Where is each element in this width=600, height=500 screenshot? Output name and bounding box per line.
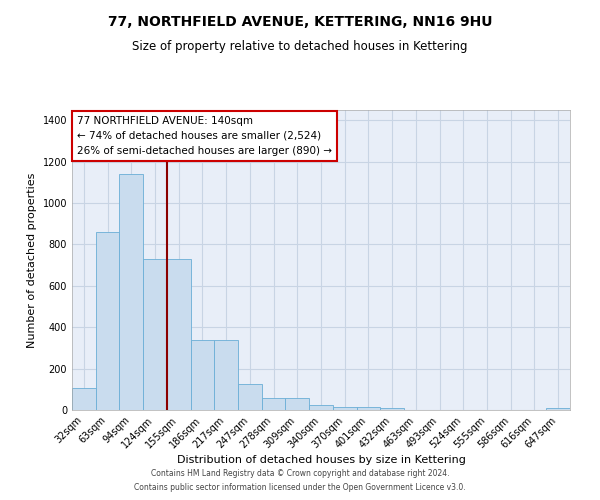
Bar — [546, 408, 570, 410]
Bar — [262, 398, 286, 410]
Bar — [214, 340, 238, 410]
Bar — [191, 340, 214, 410]
Bar — [356, 407, 380, 410]
Bar — [380, 408, 404, 410]
Text: Contains HM Land Registry data © Crown copyright and database right 2024.: Contains HM Land Registry data © Crown c… — [151, 468, 449, 477]
Bar — [143, 259, 167, 410]
Bar — [333, 407, 356, 410]
Text: Contains public sector information licensed under the Open Government Licence v3: Contains public sector information licen… — [134, 484, 466, 492]
Bar — [119, 174, 143, 410]
X-axis label: Distribution of detached houses by size in Kettering: Distribution of detached houses by size … — [176, 456, 466, 466]
Bar — [72, 388, 96, 410]
Bar — [309, 405, 333, 410]
Bar — [167, 259, 191, 410]
Y-axis label: Number of detached properties: Number of detached properties — [27, 172, 37, 348]
Text: 77 NORTHFIELD AVENUE: 140sqm
← 74% of detached houses are smaller (2,524)
26% of: 77 NORTHFIELD AVENUE: 140sqm ← 74% of de… — [77, 116, 332, 156]
Bar — [286, 398, 309, 410]
Bar — [238, 384, 262, 410]
Text: Size of property relative to detached houses in Kettering: Size of property relative to detached ho… — [132, 40, 468, 53]
Bar — [96, 232, 119, 410]
Text: 77, NORTHFIELD AVENUE, KETTERING, NN16 9HU: 77, NORTHFIELD AVENUE, KETTERING, NN16 9… — [108, 15, 492, 29]
